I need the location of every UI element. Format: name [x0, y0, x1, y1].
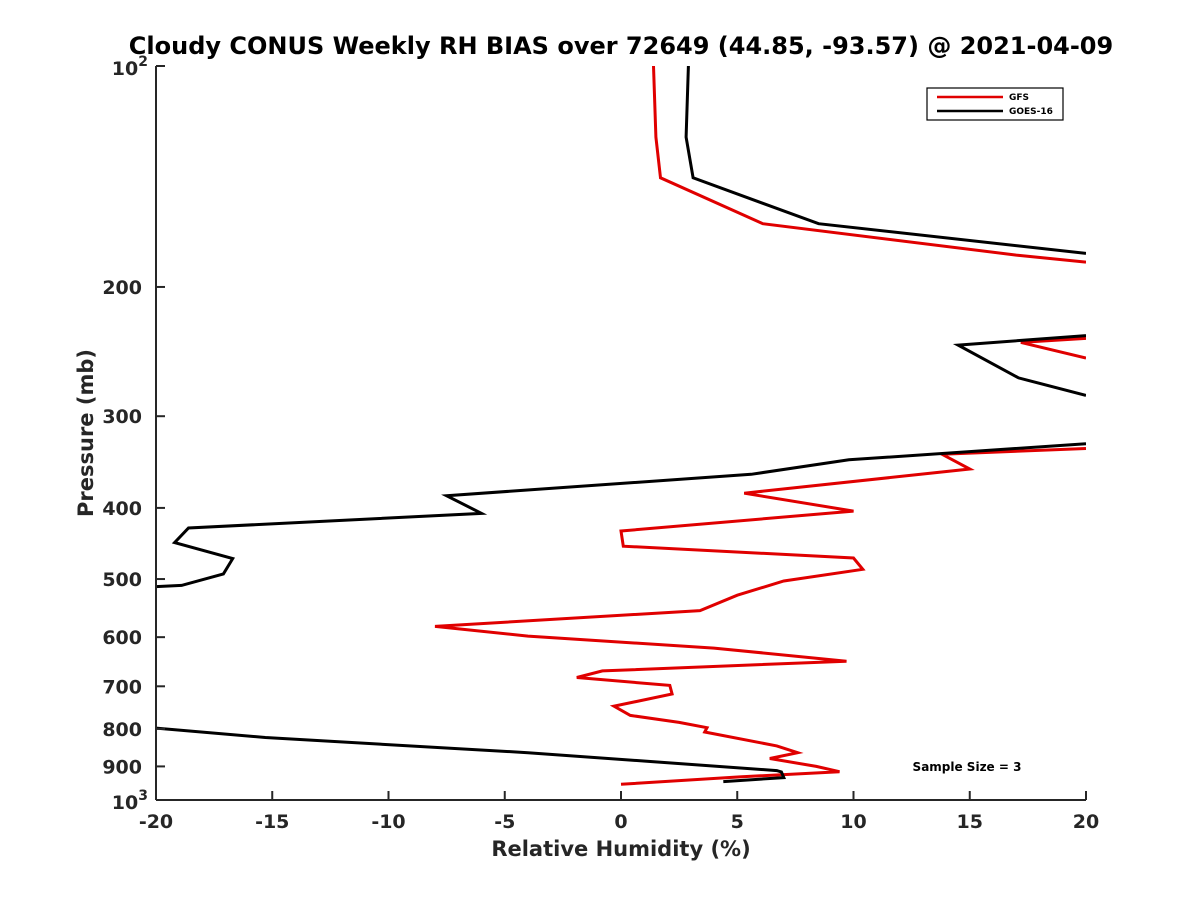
y-tick-label: 200: [102, 277, 142, 299]
legend-label-gfs: GFS: [1009, 93, 1029, 103]
series-line-goes-16-3: [156, 442, 1086, 589]
y-tick-label: 300: [102, 406, 142, 428]
series-line-gfs-1: [652, 66, 1086, 264]
x-tick-label: 5: [731, 811, 744, 833]
x-tick-label: -15: [255, 811, 289, 833]
series-line-gfs-3: [434, 447, 1086, 786]
x-tick-label: 15: [957, 811, 983, 833]
x-tick-label: -20: [139, 811, 173, 833]
y-tick-label: 700: [102, 676, 142, 698]
series-line-gfs-2: [1020, 336, 1086, 360]
y-tick-label: 102: [112, 54, 148, 80]
x-tick-label: 20: [1073, 811, 1099, 833]
legend-label-goes-16: GOES-16: [1009, 107, 1053, 117]
y-tick-label: 400: [102, 498, 142, 520]
series-line-goes-16-4: [156, 726, 787, 784]
x-tick-label: 0: [614, 811, 627, 833]
y-tick-label: 800: [102, 719, 142, 741]
legend: GFS GOES-16: [926, 87, 1064, 121]
chart-title: Cloudy CONUS Weekly RH BIAS over 72649 (…: [129, 32, 1113, 60]
y-tick-label: 600: [102, 627, 142, 649]
y-tick-label: 500: [102, 569, 142, 591]
sample-size-annotation: Sample Size = 3: [913, 760, 1022, 774]
x-tick-label: -5: [494, 811, 515, 833]
x-tick-label: 10: [840, 811, 866, 833]
x-tick-label: -10: [371, 811, 405, 833]
series-line-goes-16-2: [952, 334, 1086, 397]
y-tick-label: 900: [102, 756, 142, 778]
x-axis-label: Relative Humidity (%): [491, 837, 750, 861]
legend-box: [926, 87, 1064, 121]
y-axis-label: Pressure (mb): [74, 349, 98, 517]
y-tick-label: 103: [112, 788, 148, 814]
series-line-goes-16-1: [684, 66, 1086, 255]
